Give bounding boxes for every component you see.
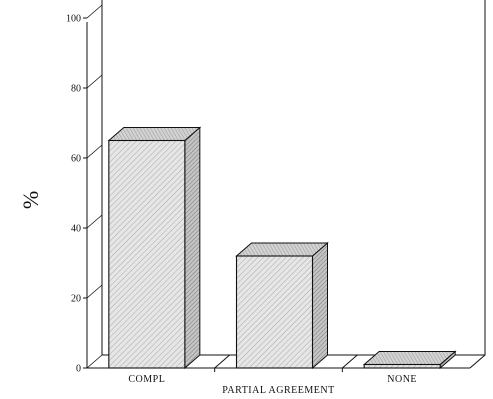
x-tick-label: NONE [387,374,417,385]
y-tick-label: 60 [71,154,81,165]
bar-top [107,127,202,141]
x-tick-label: PARTIAL AGREEMENT [222,385,334,396]
y-tick-label: 100 [66,14,81,25]
y-tick-label: 40 [71,224,81,235]
floor-divider [214,354,230,369]
bars [107,126,457,370]
bar-top [362,351,457,365]
floor-divider [342,354,358,369]
category-labels: COMPL PARTIAL AGREEMENT NONE [128,374,417,396]
bar [235,255,314,369]
y-axis-label: % [18,191,43,209]
y-axis: 0 20 40 60 80 100 [66,4,103,375]
y-tick-label: 20 [71,294,81,305]
y-tick-depth [86,4,103,19]
floor-right-edge [469,354,486,369]
bar-side [312,241,328,370]
y-tick-depth [86,214,103,229]
y-tick-depth [86,144,103,159]
y-tick-label: 0 [76,364,81,375]
bar [363,363,441,369]
bar [108,139,186,369]
y-tick-depth [86,74,103,89]
y-tick-depth [86,284,103,299]
y-tick-depth [86,354,103,369]
x-tick-label: COMPL [128,374,165,385]
bar-top [235,242,329,257]
y-tick-label: 80 [71,84,81,95]
bar-side [184,126,201,370]
